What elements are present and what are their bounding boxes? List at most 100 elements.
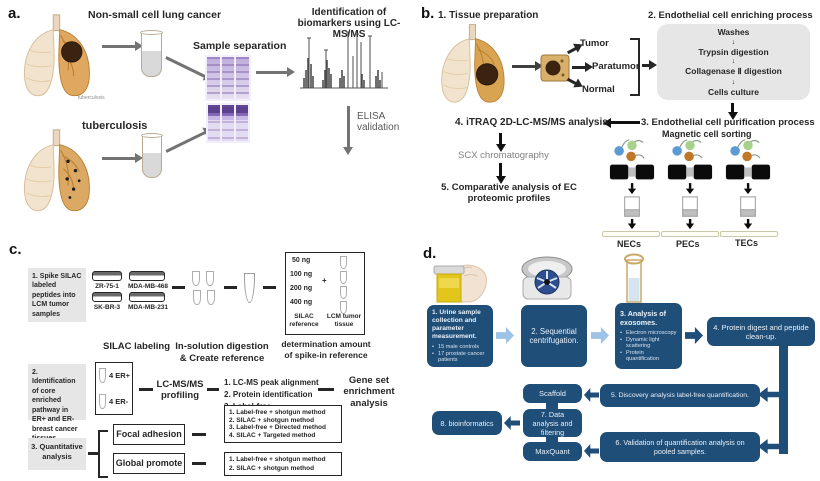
gel-image-bottom	[206, 103, 250, 143]
flow-box-1: 1. Urine sample collection and parameter…	[427, 305, 493, 367]
label-paratumor: Paratumor	[592, 61, 640, 72]
enriching-process-box: Washes ↓ Trypsin digestion ↓ Collagenase…	[657, 24, 810, 100]
chevron-arrow-1	[496, 327, 514, 344]
focal-adhesion-box: Focal adhesion	[113, 424, 185, 445]
global-promote-box: Global promote	[113, 453, 185, 474]
connector-scaffold-box7	[546, 402, 558, 410]
arrow-lung1-to-tube	[102, 45, 136, 48]
flow-box-3: 3. Analysis of exosomes. Electron micros…	[615, 303, 682, 369]
down-arrow-icon: ↓	[731, 58, 736, 65]
arrow-enrich-to-purify	[731, 103, 734, 113]
enrich-step-washes: Washes	[717, 27, 750, 38]
label-zr751: ZR-75-1	[95, 283, 119, 290]
lungs-tumor-illustration	[441, 24, 505, 103]
culture-plate-icon-2	[661, 231, 719, 237]
magnetic-sort-unit-3	[720, 138, 776, 230]
culture-plate-icon-1	[602, 231, 660, 237]
analysis-step: 2. Protein identification	[224, 390, 313, 399]
centrifuge-photo	[521, 256, 573, 300]
urine-sample-photo	[433, 264, 487, 303]
gel-lane	[208, 105, 220, 141]
label-er-minus: 4 ER-	[109, 397, 129, 406]
arrow-box5-to-scaffold	[584, 388, 599, 402]
test-tube-icon-2	[141, 133, 163, 178]
label-itraq: 4. iTRAQ 2D-LC-MS/MS analysis	[455, 117, 608, 128]
methods-box-four: 1. Label-free + shotgun method 2. SILAC …	[224, 405, 342, 443]
plus-sign: +	[322, 276, 327, 285]
panel-a-label: a.	[8, 5, 21, 22]
flow-box-1-bullet: 17 prostate cancer patients	[432, 351, 488, 363]
connector-bar-right	[779, 344, 788, 454]
lungs-tb-illustration	[24, 129, 90, 212]
small-tube-icon	[192, 271, 200, 286]
gel-lane	[207, 57, 220, 99]
tube-rim	[140, 30, 163, 35]
arrow-elisa	[347, 106, 350, 148]
determination-box	[285, 252, 365, 335]
chevron-arrow-3	[685, 327, 703, 344]
label-insolution: In-solution digestion & Create reference	[175, 341, 269, 364]
maxquant-box: MaxQuant	[523, 442, 582, 461]
label-sample-separation: Sample separation	[193, 40, 287, 52]
connector-dash	[88, 452, 98, 455]
flask-mdamb231	[129, 292, 165, 302]
label-comparative: 5. Comparative analysis of EC proteomic …	[441, 182, 577, 204]
down-arrow-icon: ↓	[731, 78, 736, 86]
label-lcmsms-profiling: LC-MS/MS profiling	[156, 379, 204, 402]
small-tube-icon	[99, 394, 106, 409]
arrow-box7-to-box8	[504, 416, 520, 430]
method-line: 4. SILAC + Targeted method	[229, 432, 316, 440]
arrow-purify-to-itraq	[610, 121, 640, 124]
label-tecs: TECs	[735, 238, 759, 248]
small-tube-icon	[207, 290, 215, 305]
flow-box-3-title: 3. Analysis of exosomes.	[620, 308, 667, 327]
amount-50ng: 50 ng	[292, 257, 311, 264]
sample-tube-photo	[624, 253, 644, 303]
flow-box-3-bullet: Dynamic light scattering	[620, 337, 677, 349]
gel-image-top	[205, 55, 251, 101]
arrow-box6-to-maxquant	[584, 444, 599, 458]
flow-box-1-bullet: 15 male controls	[432, 344, 488, 350]
label-gsea: Gene set enrichment analysis	[343, 375, 395, 409]
label-mdamb468: MDA-MB-468	[127, 283, 169, 290]
small-tube-icon	[340, 271, 347, 284]
flow-box-7: 7. Data analysis and filtering	[523, 409, 582, 437]
small-tube-icon	[340, 301, 347, 314]
connector-dash	[318, 388, 334, 391]
magnetic-sort-unit-2	[662, 138, 718, 230]
label-necs: NECs	[617, 239, 642, 249]
amount-200ng: 200 ng	[290, 285, 313, 292]
gel-lane	[222, 105, 234, 141]
connector-dash	[263, 286, 276, 289]
panel-b-label: b.	[421, 5, 435, 22]
gel-lane	[236, 57, 250, 99]
connector-dash	[172, 286, 185, 289]
flow-box-3-bullet: Electron microscopy	[620, 330, 677, 336]
flask-mdamb468	[129, 271, 165, 281]
connector-dash	[139, 388, 153, 391]
flask-skbr3	[92, 292, 122, 302]
down-arrow-icon: ↓	[731, 38, 736, 46]
arrow-into-box5	[758, 387, 781, 402]
flow-box-1-title: 1. Urine sample collection and parameter…	[432, 308, 481, 341]
step-box-identification: 2. Identification of core enriched pathw…	[28, 364, 86, 442]
tube-rim	[141, 133, 163, 138]
label-tumor: Tumor	[580, 38, 609, 49]
arrow-to-normal-label	[566, 77, 578, 85]
lungs-cancer-illustration	[24, 14, 90, 97]
connector-dash	[192, 433, 206, 436]
method-line: 1. Label-free + shotgun method	[229, 408, 326, 416]
small-tube-icon	[99, 368, 106, 383]
label-lcm-tumor-tissue: LCM tumor tissue	[326, 313, 362, 329]
flow-box-6: 6. Validation of quantification analysis…	[600, 432, 760, 462]
arrow-to-tumor-label	[566, 46, 578, 54]
conical-tube-icon	[244, 273, 255, 303]
label-elisa: ELISA validation	[357, 111, 400, 133]
arrow-scx-to-comparative	[499, 163, 502, 177]
culture-plate-icon-3	[720, 231, 778, 237]
step-box-spike-silac: 1. Spike SILAC labeled peptides into LCM…	[28, 268, 86, 322]
chevron-arrow-2	[591, 327, 609, 344]
small-tube-icon	[193, 290, 201, 305]
flow-box-5: 5. Discovery analysis label-free quantif…	[600, 384, 760, 407]
label-normal: Normal	[582, 84, 615, 95]
